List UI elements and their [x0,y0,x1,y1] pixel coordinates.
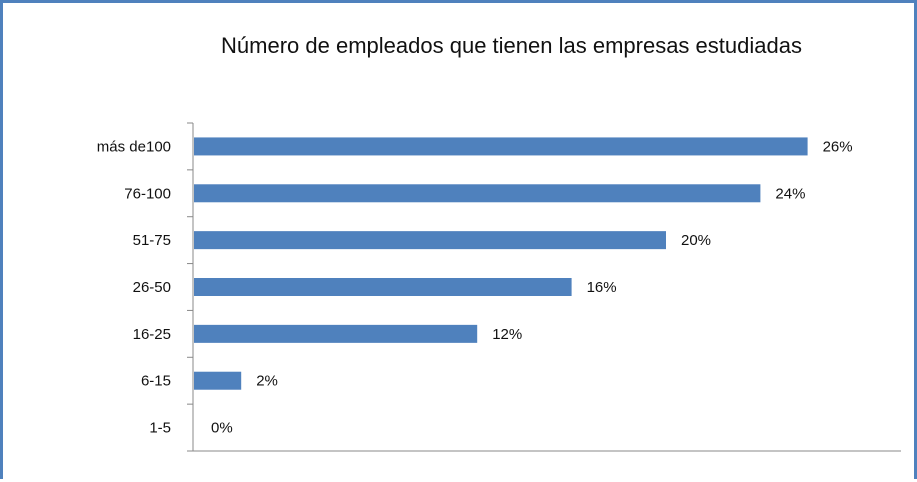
category-label: 51-75 [133,232,171,249]
bar [194,278,572,296]
bar [194,184,761,203]
y-axis-ticks [187,122,193,452]
bar-chart: más de100 76-100 51-75 26-50 16-25 6-15 1-5 26… [97,122,901,452]
data-label: 20% [681,232,711,249]
bar [194,231,666,250]
bar [194,324,478,343]
bar [194,137,808,156]
data-label: 0% [211,420,233,437]
data-label: 2% [256,373,278,390]
category-label: más de100 [97,138,171,155]
category-label: 76-100 [124,185,171,202]
data-label: 26% [823,138,853,155]
category-label: 6-15 [141,373,171,390]
category-labels: más de100 76-100 51-75 26-50 16-25 6-15 1-5 [97,138,171,436]
bars-group [194,137,808,390]
category-label: 26-50 [133,279,171,296]
bar [194,371,242,390]
data-labels: 26% 24% 20% 16% 12% 2% 0% [211,138,853,436]
chart-title: Número de empleados que tienen las empre… [221,33,802,58]
category-label: 16-25 [133,326,171,343]
data-label: 12% [492,326,522,343]
data-label: 24% [775,185,805,202]
category-label: 1-5 [149,420,171,437]
data-label: 16% [587,279,617,296]
